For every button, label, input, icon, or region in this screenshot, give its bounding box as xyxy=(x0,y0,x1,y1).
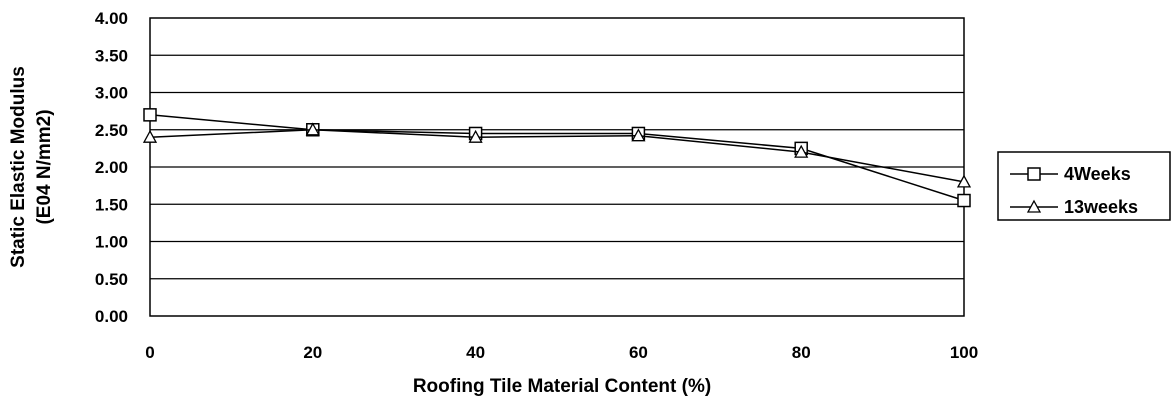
y-tick-labels: 0.00 0.50 1.00 1.50 2.00 2.50 3.00 3.50 4.00 xyxy=(95,9,128,326)
y-tick-label: 3.00 xyxy=(95,84,128,103)
legend-item: 4Weeks xyxy=(1010,164,1131,184)
x-tick-label: 100 xyxy=(950,343,978,362)
legend-label: 13weeks xyxy=(1064,197,1138,217)
data-point xyxy=(468,129,483,143)
legend-item: 13weeks xyxy=(1010,197,1138,217)
y-tick-label: 4.00 xyxy=(95,9,128,28)
series-lines xyxy=(142,108,972,208)
y-tick-label: 0.00 xyxy=(95,307,128,326)
legend-marker xyxy=(1027,167,1041,181)
data-point xyxy=(957,193,971,208)
data-point xyxy=(631,128,646,142)
x-tick-label: 80 xyxy=(792,343,811,362)
data-point xyxy=(143,108,157,122)
data-point xyxy=(956,174,972,188)
y-tick-label: 2.50 xyxy=(95,121,128,140)
y-tick-label: 3.50 xyxy=(95,46,128,65)
y-tick-label: 1.50 xyxy=(95,195,128,214)
data-point xyxy=(305,122,320,136)
x-tick-label: 40 xyxy=(466,343,485,362)
y-tick-label: 2.00 xyxy=(95,158,128,177)
x-axis-title: Roofing Tile Material Content (%) xyxy=(413,376,711,397)
x-tick-label: 60 xyxy=(629,343,648,362)
data-point xyxy=(794,144,809,158)
grid-lines xyxy=(150,54,964,280)
legend: 4Weeks 13weeks xyxy=(997,151,1171,221)
y-axis-title: Static Elastic Modulus xyxy=(8,66,29,268)
x-tick-label: 20 xyxy=(303,343,322,362)
legend-marker xyxy=(1026,199,1042,213)
y-tick-label: 1.00 xyxy=(95,233,128,252)
x-tick-labels: 0 20 40 60 80 100 xyxy=(145,343,978,362)
legend-box xyxy=(997,151,1171,221)
series-13weeks xyxy=(142,122,972,188)
series-line xyxy=(149,129,965,183)
y-axis-unit: (E04 N/mm2) xyxy=(34,109,55,224)
legend-label: 4Weeks xyxy=(1064,164,1131,184)
y-tick-label: 0.50 xyxy=(95,270,128,289)
x-tick-label: 0 xyxy=(145,343,154,362)
data-point xyxy=(142,129,158,143)
